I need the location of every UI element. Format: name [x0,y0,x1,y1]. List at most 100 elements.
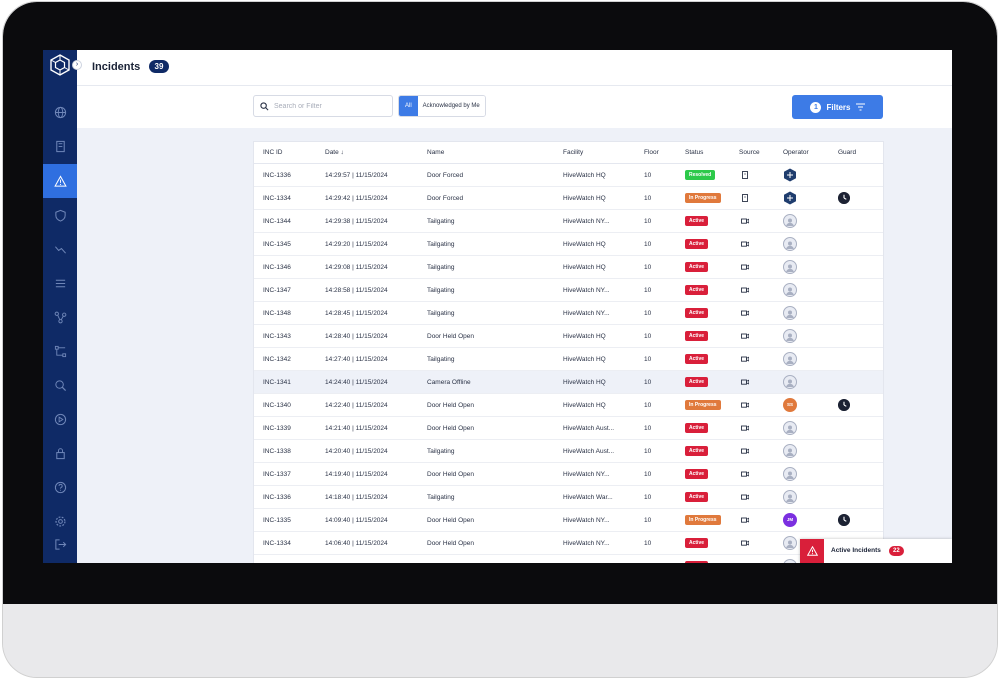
column-header-operator[interactable]: Operator [783,149,809,156]
active-incidents-toast[interactable]: Active Incidents 22 [800,539,952,563]
table-row[interactable]: INC-1339 14:21:40 | 11/15/2024 Door Held O… [254,417,883,440]
table-row[interactable]: INC-1340 14:22:40 | 11/15/2024 Door Held O… [254,394,883,417]
table-row[interactable]: INC-1345 14:29:20 | 11/15/2024 Tailgating H… [254,233,883,256]
column-header-inc-id[interactable]: INC ID [263,149,283,156]
cell-date: 14:29:38 | 11/15/2024 [325,218,388,225]
cell-facility: HiveWatch HQ [563,172,606,179]
cell-inc-id: INC-1335 [263,517,291,524]
sidebar-item-globe[interactable] [43,95,77,129]
cell-name: Door Held Open [427,333,474,340]
operator-avatar[interactable]: JM [783,513,797,527]
collapse-sidebar-icon[interactable]: › [72,60,82,70]
cell-name: Tailgating [427,287,455,294]
status-badge: Active [685,216,709,226]
operator-user-icon[interactable] [783,260,797,274]
clock-icon[interactable] [838,514,850,526]
cell-name: Tailgating [427,264,455,271]
operator-hex-avatar-icon[interactable] [783,168,797,182]
hive-logo-icon[interactable] [49,54,71,76]
app-screen: › Incidents 39 All Acknowledged by Me 1 … [43,50,952,563]
cell-date: 14:29:20 | 11/15/2024 [325,241,388,248]
sidebar-item-search[interactable] [43,368,77,402]
table-row[interactable]: INC-1337 14:19:40 | 11/15/2024 Door Held O… [254,463,883,486]
camera-icon [741,264,749,270]
cell-facility: HiveWatch HQ [563,333,606,340]
cell-inc-id: INC-1347 [263,287,291,294]
operator-avatar[interactable]: SS [783,398,797,412]
status-badge: Active [685,377,709,387]
sidebar-item-network[interactable] [43,300,77,334]
table-row[interactable]: INC-1335 14:09:40 | 11/15/2024 Door Held O… [254,509,883,532]
cell-floor: 10 [644,425,652,432]
operator-user-icon[interactable] [783,214,797,228]
operator-user-icon[interactable] [783,352,797,366]
sidebar-item-lock[interactable] [43,436,77,470]
sidebar-item-logout[interactable] [43,530,77,558]
table-row[interactable]: INC-1348 14:28:45 | 11/15/2024 Tailgating H… [254,302,883,325]
segment-acknowledged-by-me[interactable]: Acknowledged by Me [417,96,485,116]
column-header-name[interactable]: Name [427,149,445,156]
table-row[interactable]: INC-1336 14:18:40 | 11/15/2024 Tailgating H… [254,486,883,509]
status-badge: Active [685,239,709,249]
operator-user-icon[interactable] [783,490,797,504]
operator-user-icon[interactable] [783,421,797,435]
table-row[interactable]: INC-1336 14:29:57 | 11/15/2024 Door Forced… [254,164,883,187]
operator-user-icon[interactable] [783,467,797,481]
status-badge: Active [685,354,709,364]
cell-facility: HiveWatch HQ [563,379,606,386]
table-row[interactable]: INC-1334 14:06:40 | 11/15/2024 Door Held O… [254,532,883,555]
segment-all[interactable]: All [399,96,418,116]
sidebar-item-settings[interactable] [43,504,77,538]
help-icon [54,481,66,493]
clock-icon[interactable] [838,399,850,411]
table-row[interactable]: INC-1344 14:29:38 | 11/15/2024 Tailgating H… [254,210,883,233]
table-row[interactable]: INC-1342 14:27:40 | 11/15/2024 Tailgating H… [254,348,883,371]
table-row[interactable]: INC-133314:04:40 | 11/15/2024TailgatingH… [254,555,883,563]
sidebar-item-flow[interactable] [43,334,77,368]
operator-hex-avatar-icon[interactable] [783,191,797,205]
sidebar-item-alert[interactable] [43,164,77,198]
column-header-date[interactable]: Date ↓ [325,149,344,156]
column-header-source[interactable]: Source [739,149,760,156]
operator-user-icon[interactable] [783,329,797,343]
sidebar-item-shield[interactable] [43,198,77,232]
sidebar-item-play[interactable] [43,402,77,436]
operator-user-icon[interactable] [783,283,797,297]
table-row[interactable]: INC-1343 14:28:40 | 11/15/2024 Door Held O… [254,325,883,348]
cell-inc-id: INC-1343 [263,333,291,340]
globe-icon [54,106,66,118]
search-input[interactable] [274,99,386,114]
column-header-status[interactable]: Status [685,149,704,156]
table-row[interactable]: INC-1346 14:29:08 | 11/15/2024 Tailgating H… [254,256,883,279]
table-row[interactable]: INC-1338 14:20:40 | 11/15/2024 Tailgating H… [254,440,883,463]
table-row[interactable]: INC-1347 14:28:58 | 11/15/2024 Tailgating H… [254,279,883,302]
operator-user-icon[interactable] [783,237,797,251]
cell-name: Door Held Open [427,425,474,432]
table-row[interactable]: INC-1341 14:24:40 | 11/15/2024 Camera Offl… [254,371,883,394]
status-badge: Active [685,469,709,479]
column-header-floor[interactable]: Floor [644,149,659,156]
column-header-guard[interactable]: Guard [838,149,857,156]
sidebar-item-trend[interactable] [43,232,77,266]
toast-alert-icon [800,539,824,563]
status-badge: Resolved [685,170,716,180]
sidebar-item-help[interactable] [43,470,77,504]
status-badge: Active [685,285,709,295]
operator-user-icon[interactable] [783,306,797,320]
operator-user-icon[interactable] [783,375,797,389]
table-row[interactable]: INC-1334 14:29:42 | 11/15/2024 Door Forced… [254,187,883,210]
sidebar-item-building[interactable] [43,129,77,163]
filters-count-badge: 1 [810,101,822,113]
filters-button[interactable]: 1 Filters [792,95,883,119]
column-header-facility[interactable]: Facility [563,149,584,156]
operator-user-icon[interactable] [783,444,797,458]
clock-icon[interactable] [838,192,850,204]
camera-icon [741,310,749,316]
sidebar-item-list[interactable] [43,266,77,300]
cell-date: 14:22:40 | 11/15/2024 [325,402,388,409]
operator-user-icon[interactable] [783,536,797,550]
cell-floor: 10 [644,241,652,248]
search-box[interactable] [253,95,393,117]
operator-user-icon[interactable] [783,559,797,563]
cell-facility: HiveWatch HQ [563,402,606,409]
